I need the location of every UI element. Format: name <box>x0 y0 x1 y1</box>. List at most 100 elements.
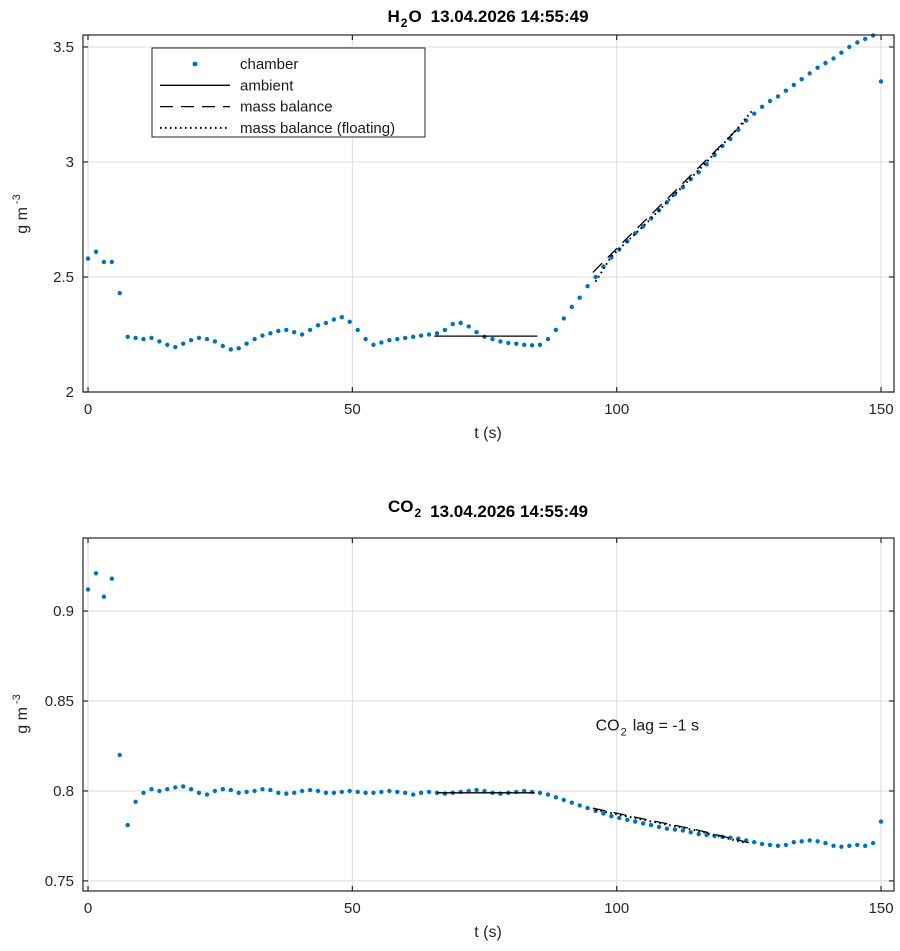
data-point <box>688 830 693 835</box>
data-point <box>482 334 487 339</box>
co2-tick-labels: 0 50 100 150 0.75 0.8 0.85 0.9 <box>45 603 894 917</box>
data-point <box>712 152 717 158</box>
data-point <box>347 319 352 324</box>
data-point <box>260 787 265 792</box>
data-point <box>117 290 122 296</box>
data-point <box>244 341 249 346</box>
data-point <box>640 224 646 229</box>
data-point <box>403 790 408 795</box>
data-point <box>434 331 440 336</box>
data-point <box>450 321 455 327</box>
data-point <box>323 790 329 795</box>
h2o-tick-labels: 0 50 100 150 2 2.5 3 3.5 <box>53 39 893 418</box>
co2-plot-box <box>82 537 895 892</box>
data-point <box>157 788 162 794</box>
data-point <box>331 317 337 322</box>
data-point <box>93 571 99 576</box>
data-point <box>204 336 210 342</box>
x-tick-label: 150 <box>869 401 894 418</box>
data-point <box>728 835 733 840</box>
data-point <box>299 788 305 794</box>
h2o-title: H2O 13.04.2026 14:55:49 <box>387 7 588 30</box>
data-point <box>196 335 202 341</box>
data-point <box>569 800 574 805</box>
data-point <box>593 274 598 280</box>
data-point <box>514 341 519 346</box>
h2o-x-axis-label: t (s) <box>474 425 502 442</box>
co2-axis-ticks <box>83 538 894 891</box>
data-point <box>585 284 590 289</box>
data-point <box>640 821 646 826</box>
data-point <box>680 828 685 833</box>
co2-title: CO2 13.04.2026 14:55:49 <box>388 497 588 521</box>
data-point <box>220 343 225 349</box>
data-point <box>561 797 566 803</box>
data-point <box>815 839 820 844</box>
data-point <box>236 790 241 795</box>
data-point <box>664 826 670 831</box>
data-point <box>878 819 884 824</box>
data-point <box>537 790 543 795</box>
data-point <box>569 304 574 310</box>
data-point <box>331 790 337 795</box>
data-point <box>474 787 479 793</box>
data-point <box>228 787 233 793</box>
data-point <box>252 788 257 794</box>
data-point <box>553 327 559 333</box>
data-point <box>244 789 249 795</box>
data-point <box>411 334 416 339</box>
data-point <box>355 327 360 333</box>
data-point <box>339 789 344 795</box>
data-point <box>767 842 773 848</box>
data-point <box>522 342 527 347</box>
data-point <box>585 805 590 811</box>
data-point <box>101 594 107 599</box>
data-point <box>672 827 678 832</box>
data-point <box>815 65 820 70</box>
data-point <box>173 785 178 790</box>
data-point <box>855 40 860 45</box>
co2-subplot: 0 50 100 150 0.75 0.8 0.85 0.9 CO2 13.04.2026 14… <box>11 497 895 941</box>
data-point <box>474 330 479 335</box>
data-point <box>545 792 551 797</box>
data-point <box>347 788 352 794</box>
data-point <box>426 789 432 795</box>
data-point <box>783 88 789 93</box>
data-point <box>799 839 804 844</box>
data-point <box>577 803 582 808</box>
data-point <box>109 576 115 581</box>
data-point <box>173 344 178 350</box>
data-point <box>839 844 844 849</box>
data-point <box>411 792 416 797</box>
data-point <box>165 342 170 347</box>
data-point <box>656 824 662 830</box>
x-tick-label: 100 <box>604 900 629 917</box>
data-point <box>252 336 257 342</box>
series-mass-balance <box>592 122 745 273</box>
data-point <box>284 791 289 796</box>
legend-frame <box>151 47 426 138</box>
y-tick-label: 0.85 <box>45 693 74 710</box>
data-point <box>855 842 860 848</box>
data-point <box>625 817 630 822</box>
data-point <box>418 333 424 338</box>
data-point <box>403 335 408 341</box>
data-point <box>387 788 392 794</box>
data-point <box>276 790 281 795</box>
data-point <box>704 832 709 838</box>
x-tick-label: 50 <box>344 401 361 418</box>
data-point <box>759 841 765 847</box>
data-point <box>292 790 297 795</box>
data-point <box>371 790 376 795</box>
data-point <box>696 831 701 837</box>
data-point <box>260 333 265 338</box>
series-mass-balance-floating- <box>595 808 747 845</box>
data-point <box>863 36 868 42</box>
data-point <box>109 259 115 265</box>
series-mass-balance-floating- <box>594 110 753 283</box>
data-point <box>847 843 852 848</box>
y-tick-label: 0.8 <box>53 783 74 800</box>
data-point <box>529 343 535 348</box>
data-point <box>220 787 225 792</box>
data-point <box>363 336 368 342</box>
